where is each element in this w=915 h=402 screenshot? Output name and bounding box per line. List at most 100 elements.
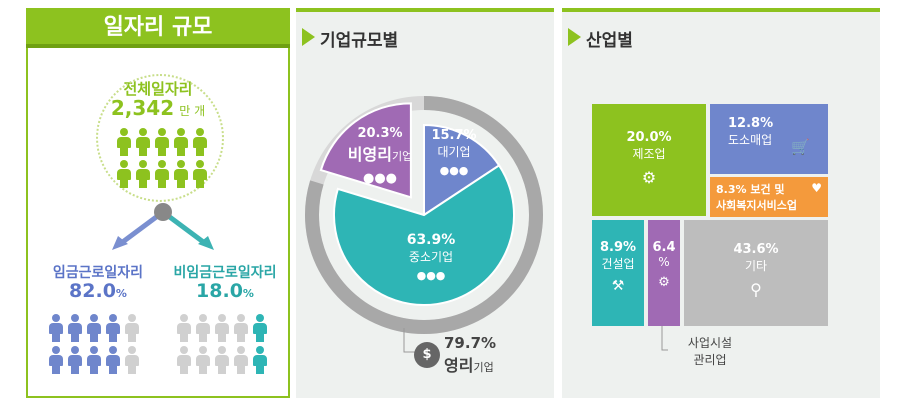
person-icon	[252, 346, 268, 374]
nonwage-value-row: 18.0%	[162, 280, 288, 302]
health-label2: 사회복지서비스업	[716, 199, 797, 212]
tile-construction: 8.9% 건설업 ⚒	[592, 220, 644, 326]
person-icon	[173, 160, 189, 188]
nonwage-arrow-head	[198, 236, 214, 250]
slice-sme	[333, 164, 515, 306]
industry-title: 산업별	[586, 31, 633, 51]
person-icon	[195, 314, 211, 342]
facility-label2: 관리업	[693, 353, 727, 367]
nonwage-label: 비임금근로일자리	[173, 265, 277, 281]
wage-value: 82.0	[69, 280, 116, 302]
nonprofit-big: 비영리	[347, 145, 392, 164]
person-icon	[192, 128, 208, 156]
person-icon	[233, 346, 249, 374]
person-icon	[67, 346, 83, 374]
cart-icon: 🛒	[791, 138, 810, 156]
gear-icon: ⚙	[641, 168, 657, 187]
health-label1: 보건 및	[750, 183, 785, 196]
facility-callout: 사업시설 관리업	[670, 334, 750, 368]
facility-gear-icon: ⚙	[658, 275, 670, 290]
mfg-label: 제조업	[632, 147, 666, 161]
person-icon	[252, 314, 268, 342]
job-size-title: 일자리 규모	[26, 8, 290, 48]
lightbulb-icon: ⚲	[750, 280, 762, 299]
person-icon	[233, 314, 249, 342]
nonprofit-label-block: 20.3% 비영리기업 ●●●	[340, 126, 420, 186]
heading-triangle-icon	[568, 28, 581, 46]
total-people-icons	[116, 128, 208, 198]
sme-label: 중소기업	[408, 250, 454, 264]
company-size-pie	[305, 96, 543, 334]
large-label: 대기업	[437, 145, 471, 159]
constr-pct: 8.9%	[599, 240, 637, 255]
constr-label: 건설업	[601, 257, 635, 271]
sme-pct: 63.9%	[406, 232, 456, 248]
profit-ring-arc	[305, 96, 543, 334]
person-icon	[124, 346, 140, 374]
industry-panel: 산업별 20.0% 제조업 ⚙ 12.8% 도소매업 🛒 8.3% 보건 및 사…	[562, 8, 880, 398]
person-icon	[173, 128, 189, 156]
person-icon	[176, 314, 192, 342]
profit-label-row: 영리기업	[444, 352, 494, 376]
tile-facility: 6.4 % ⚙	[648, 220, 680, 326]
person-icon	[116, 160, 132, 188]
wage-people-icons	[48, 314, 148, 384]
sme-people-icon: ●●●	[416, 269, 446, 282]
other-pct: 43.6%	[733, 242, 779, 257]
profit-small: 기업	[473, 361, 494, 374]
industry-heading: 산업별	[568, 26, 633, 51]
person-icon	[214, 346, 230, 374]
profit-pct: 79.7%	[444, 334, 497, 352]
person-icon	[154, 160, 170, 188]
total-circle	[96, 74, 224, 202]
wage-value-row: 82.0%	[38, 280, 158, 302]
person-icon	[48, 346, 64, 374]
split-arrows	[112, 203, 214, 250]
tile-manufacturing: 20.0% 제조업 ⚙	[592, 104, 706, 216]
retail-pct: 12.8%	[728, 116, 774, 131]
company-size-title: 기업규모별	[320, 31, 399, 51]
slice-large	[423, 123, 501, 217]
facility-pct: 6.4	[652, 240, 676, 255]
person-icon	[214, 314, 230, 342]
person-icon	[192, 160, 208, 188]
other-label: 기타	[744, 259, 768, 273]
person-icon	[86, 314, 102, 342]
retail-label: 도소매업	[728, 133, 773, 147]
person-icon	[195, 346, 211, 374]
large-label-block: 15.7% 대기업 ●●●	[422, 128, 486, 177]
health-top-row: 8.3% 보건 및	[716, 181, 828, 197]
company-size-heading: 기업규모별	[302, 26, 398, 51]
person-icon	[105, 346, 121, 374]
person-icon	[135, 128, 151, 156]
nonwage-people-icons	[176, 314, 276, 384]
crane-icon: ⚒	[611, 278, 625, 294]
nonwage-pct-sign: %	[242, 287, 254, 300]
profit-big: 영리	[444, 356, 474, 375]
heading-triangle-icon	[302, 28, 315, 46]
job-size-panel: 일자리 규모 전체일자리 2,342 만 개 임금근로일자리 82.0% 비임금…	[26, 8, 290, 398]
person-icon	[176, 346, 192, 374]
tile-retail: 12.8% 도소매업 🛒	[710, 104, 828, 174]
health-pct: 8.3%	[716, 183, 747, 196]
heart-hand-icon: ♥	[811, 181, 822, 195]
mfg-pct: 20.0%	[626, 130, 672, 145]
facility-label1: 사업시설	[687, 336, 733, 350]
wage-arrow-head	[112, 236, 128, 250]
split-node	[154, 203, 172, 221]
nonwage-value: 18.0	[196, 280, 243, 302]
person-icon	[86, 346, 102, 374]
nonprofit-small: 기업	[391, 150, 413, 163]
person-icon	[116, 128, 132, 156]
nonprofit-people-icon: ●●●	[362, 171, 398, 186]
tile-other: 43.6% 기타 ⚲	[684, 220, 828, 326]
large-pct: 15.7%	[431, 128, 477, 143]
nonprofit-pct: 20.3%	[357, 126, 403, 141]
money-bag-icon: $	[414, 342, 440, 368]
person-icon	[154, 128, 170, 156]
facility-pct-sign: %	[658, 255, 670, 269]
tile-health: 8.3% 보건 및 사회복지서비스업 ♥	[710, 177, 828, 217]
person-icon	[48, 314, 64, 342]
person-icon	[105, 314, 121, 342]
wage-label: 임금근로일자리	[52, 265, 144, 281]
